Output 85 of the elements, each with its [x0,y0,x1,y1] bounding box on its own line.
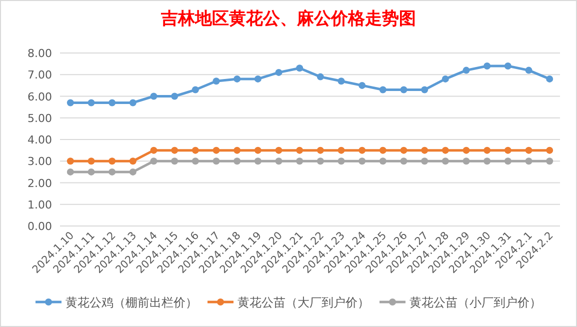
point [66,99,74,106]
point [484,62,491,70]
y-tick-label: 1.00 [28,198,52,212]
point [88,168,95,176]
point [338,146,345,154]
point [296,64,304,72]
point [108,158,116,165]
point [504,146,512,154]
point [192,86,199,94]
point [108,168,116,176]
point [358,82,366,89]
point [275,68,282,76]
y-tick-label: 5.00 [28,112,52,125]
point [400,86,408,94]
point [379,158,386,165]
point [212,78,220,85]
point [171,92,178,100]
point [358,158,366,165]
legend-label: 黄花公鸡（棚前出栏价） [66,296,198,310]
point [150,92,158,100]
point [442,146,449,154]
point [129,99,136,106]
point [171,158,178,165]
point [525,66,532,74]
point [234,146,241,154]
y-tick-label: 2.00 [28,176,52,190]
point [88,158,95,165]
point [525,158,532,165]
point [108,99,116,106]
point [316,73,324,80]
point [212,146,220,154]
point [296,158,304,165]
point [296,146,304,154]
point [66,168,74,176]
point [379,146,386,154]
y-tick-label: 6.00 [28,90,52,104]
point [421,86,428,94]
point [504,62,512,70]
point [192,158,199,165]
point [275,146,282,154]
y-tick-label: 4.00 [28,134,52,146]
point [150,146,158,154]
point [150,158,158,165]
point [316,158,324,165]
point [546,146,554,154]
point [504,158,512,165]
point [358,146,366,154]
point [254,158,262,165]
chart-title: 吉林地区黄花公、麻公价格走势图 [160,9,416,29]
point [400,158,408,165]
point [234,75,241,82]
legend-label: 黄花公苗（小厂到户价） [410,296,542,310]
legend-label: 黄花公苗（大厂到户价） [238,296,370,310]
point [442,158,449,165]
point [66,158,74,165]
point [234,158,241,165]
point [129,158,136,165]
point [462,158,470,165]
point [316,146,324,154]
point [462,146,470,154]
y-tick-label: 0.00 [28,220,52,233]
point [129,168,136,176]
point [442,75,449,82]
y-tick-label: 7.00 [28,68,52,82]
point [421,146,428,154]
point [484,146,491,154]
point [484,158,491,165]
point [254,146,262,154]
point [192,146,199,154]
point [254,75,262,82]
point [546,75,554,82]
point [88,99,95,106]
point [421,158,428,165]
point [379,86,386,94]
point [275,158,282,165]
point [525,146,532,154]
y-tick-label: 3.00 [28,155,52,168]
point [546,158,554,165]
point [338,78,345,85]
point [400,146,408,154]
point [171,146,178,154]
point [338,158,345,165]
y-tick-label: 8.00 [28,47,52,60]
point [212,158,220,165]
point [462,66,470,74]
